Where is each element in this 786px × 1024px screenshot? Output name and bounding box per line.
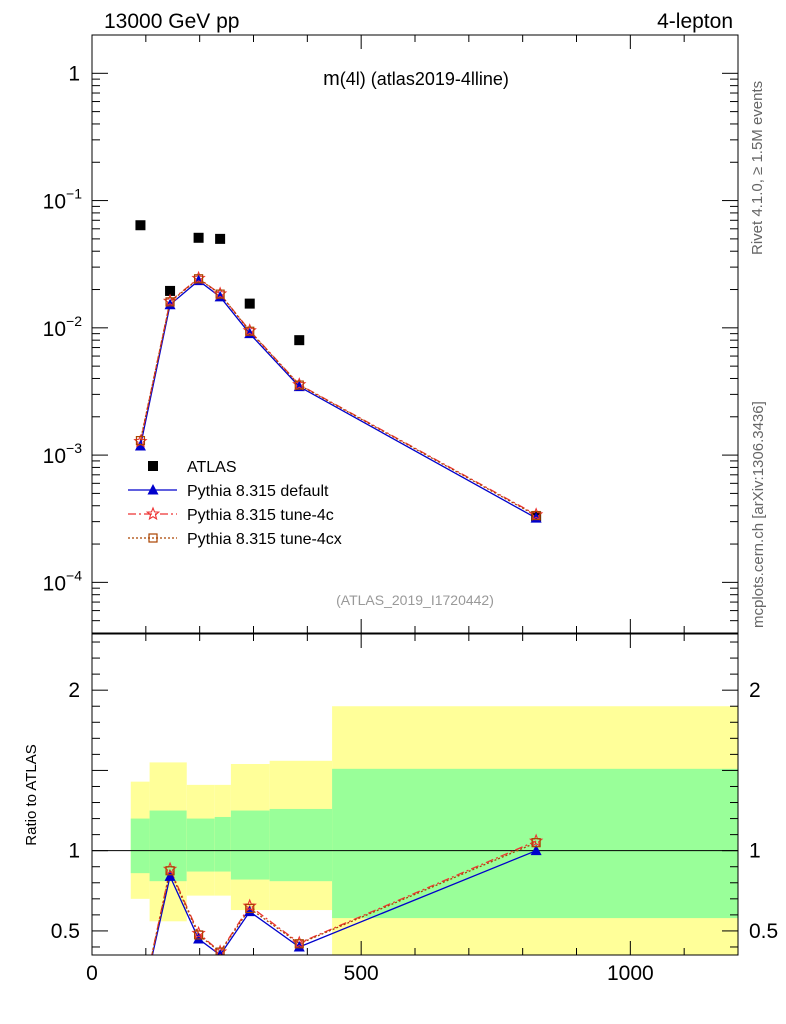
main-point-0-0 bbox=[135, 220, 146, 231]
ratio-ytick-label-left: 0.5 bbox=[51, 920, 80, 943]
header-right-label: 4-lepton bbox=[657, 10, 733, 33]
main-point-3-6 bbox=[531, 510, 541, 521]
ratio-uncertainty-bands bbox=[130, 706, 738, 955]
ratio-series-markers bbox=[135, 833, 544, 1013]
main-ytick-exponent: −4 bbox=[66, 567, 82, 583]
main-y-tick-labels: 110−110−210−310−4 bbox=[43, 62, 83, 595]
main-point-3-3 bbox=[215, 289, 225, 299]
legend-entry-0: ATLAS bbox=[148, 459, 237, 476]
ratio-ytick-label-left: 2 bbox=[68, 679, 80, 702]
ratio-ytick-label-left: 1 bbox=[68, 840, 80, 863]
main-ytick-base: 10 bbox=[43, 318, 66, 341]
ratio-point-2-4 bbox=[245, 903, 255, 914]
ratio-ytick-label-right: 0.5 bbox=[749, 920, 778, 943]
legend-marker bbox=[145, 506, 161, 521]
main-point-1-0 bbox=[134, 439, 146, 451]
main-point-3-5 bbox=[294, 380, 304, 390]
ratio-point-2-1 bbox=[165, 866, 175, 876]
ratio-point-0-3 bbox=[216, 949, 224, 955]
main-point-0-3 bbox=[215, 233, 226, 244]
xtick-label: 1000 bbox=[607, 962, 654, 985]
main-ytick-label: 10−4 bbox=[43, 567, 83, 595]
legend-label: Pythia 8.315 tune-4cx bbox=[187, 531, 342, 548]
band-inner-6 bbox=[332, 768, 738, 919]
main-point-3-1 bbox=[165, 297, 175, 307]
band-inner-5 bbox=[269, 808, 333, 882]
band-inner-3 bbox=[214, 816, 231, 872]
ratio-point-1-0 bbox=[135, 1002, 146, 1013]
ratio-point-2-5 bbox=[294, 939, 304, 949]
legend-label: ATLAS bbox=[187, 459, 237, 476]
xtick-label: 500 bbox=[344, 962, 379, 985]
ratio-y-tick-labels: 0.5 0.5 1 1 2 2 bbox=[51, 679, 778, 943]
legend-marker bbox=[148, 461, 158, 471]
x-tick-labels: 0 500 1000 bbox=[86, 962, 654, 985]
axis-ticks bbox=[91, 34, 739, 955]
legend-marker bbox=[147, 484, 159, 495]
main-point-0-4 bbox=[244, 298, 255, 309]
main-ytick-base: 10 bbox=[43, 191, 66, 214]
legend-label: Pythia 8.315 tune-4c bbox=[187, 507, 334, 524]
main-line-3 bbox=[139, 277, 537, 517]
ratio-point-2-6 bbox=[531, 838, 541, 848]
legend-entry-3: Pythia 8.315 tune-4cx bbox=[128, 531, 342, 548]
main-ytick-exponent: −2 bbox=[66, 313, 82, 329]
ratio-point-0-0 bbox=[135, 1002, 146, 1013]
main-point-3-4 bbox=[245, 326, 255, 336]
main-series-markers bbox=[133, 220, 544, 523]
main-ytick-label: 1 bbox=[68, 62, 80, 85]
main-ytick-base: 10 bbox=[43, 445, 66, 468]
main-point-0-5 bbox=[294, 335, 305, 346]
ratio-point-2-2 bbox=[193, 930, 204, 940]
legend-label: Pythia 8.315 default bbox=[187, 483, 329, 500]
analysis-watermark: (ATLAS_2019_I1720442) bbox=[336, 592, 494, 608]
ratio-point-0-5 bbox=[293, 940, 305, 952]
main-point-3-2 bbox=[193, 274, 204, 284]
band-inner-2 bbox=[186, 818, 215, 872]
legend-entry-1: Pythia 8.315 default bbox=[128, 483, 329, 500]
mcplots-label: mcplots.cern.ch [arXiv:1306.3436] bbox=[750, 401, 767, 628]
ratio-point-2-3 bbox=[215, 947, 225, 955]
ratio-point-0-1 bbox=[164, 870, 176, 881]
legend-entry-2: Pythia 8.315 tune-4c bbox=[128, 506, 334, 524]
main-ytick-base: 10 bbox=[43, 572, 66, 595]
plot-title: m(4l) (atlas2019-4lline) bbox=[323, 68, 509, 90]
band-inner-0 bbox=[130, 818, 150, 874]
main-point-0-1 bbox=[165, 285, 176, 296]
main-point-3-0 bbox=[135, 435, 146, 446]
main-point-0-2 bbox=[193, 232, 204, 243]
ratio-point-0-6 bbox=[530, 844, 542, 856]
legend-marker bbox=[148, 533, 158, 543]
ratio-ytick-label-right: 2 bbox=[749, 679, 761, 702]
band-inner-1 bbox=[149, 810, 187, 882]
xtick-label: 0 bbox=[86, 962, 98, 985]
ratio-ytick-label-right: 1 bbox=[749, 840, 761, 863]
band-inner-4 bbox=[230, 810, 270, 880]
main-ytick-exponent: −1 bbox=[66, 186, 82, 202]
ratio-point-0-4 bbox=[244, 905, 256, 917]
main-ytick-label: 10−1 bbox=[43, 186, 83, 214]
rivet-version-label: Rivet 4.1.0, ≥ 1.5M events bbox=[749, 81, 766, 255]
main-ytick-label: 10−2 bbox=[43, 313, 83, 341]
ratio-point-2-0 bbox=[136, 1004, 144, 1012]
main-line-2 bbox=[139, 277, 537, 516]
header-left-label: 13000 GeV pp bbox=[104, 10, 239, 33]
main-ytick-exponent: −3 bbox=[66, 440, 82, 456]
main-ytick-label: 10−3 bbox=[43, 440, 83, 468]
legend: ATLAS Pythia 8.315 default Pythia 8.315 tu… bbox=[128, 459, 342, 548]
ratio-point-0-2 bbox=[193, 932, 205, 944]
ratio-y-axis-label: Ratio to ATLAS bbox=[23, 744, 40, 845]
